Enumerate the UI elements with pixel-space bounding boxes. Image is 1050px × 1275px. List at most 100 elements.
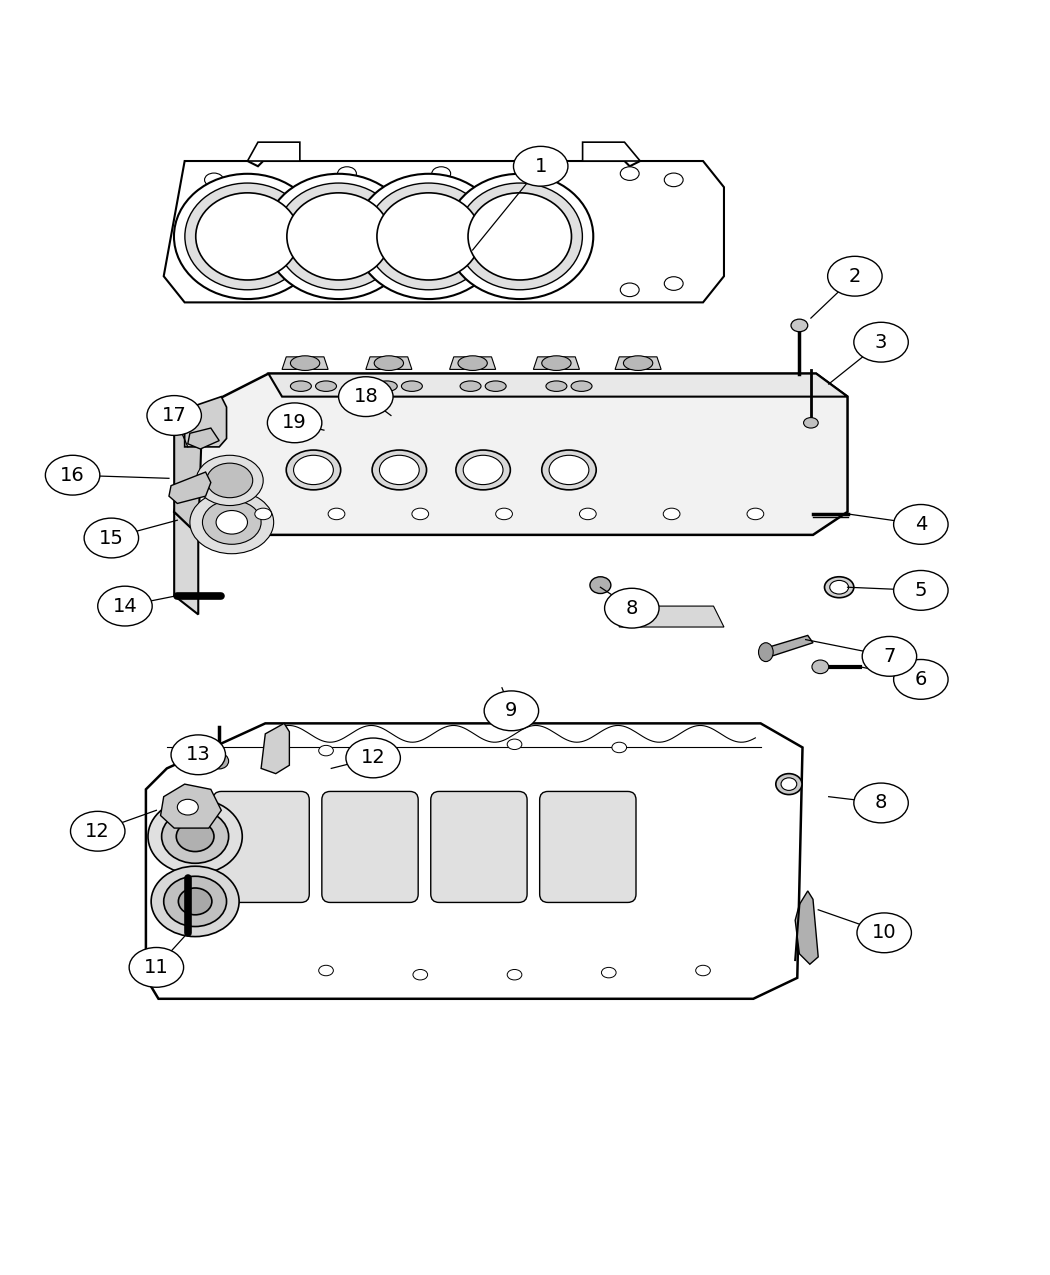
Ellipse shape [177,799,198,815]
Ellipse shape [456,450,510,490]
Ellipse shape [485,381,506,391]
Ellipse shape [602,968,616,978]
Text: 3: 3 [875,333,887,352]
Ellipse shape [507,969,522,980]
Ellipse shape [605,588,659,629]
Ellipse shape [894,505,948,544]
Ellipse shape [571,381,592,391]
Ellipse shape [546,381,567,391]
Ellipse shape [276,184,401,289]
Ellipse shape [205,173,224,186]
Ellipse shape [507,740,522,750]
Ellipse shape [345,738,400,778]
Polygon shape [765,635,813,657]
Text: 19: 19 [282,413,307,432]
Ellipse shape [70,811,125,852]
Ellipse shape [781,778,797,790]
Polygon shape [795,891,818,964]
Ellipse shape [854,323,908,362]
Ellipse shape [366,184,491,289]
Text: 17: 17 [162,405,187,425]
Ellipse shape [812,660,828,673]
Ellipse shape [580,509,596,520]
Ellipse shape [162,810,229,863]
Ellipse shape [328,509,344,520]
Ellipse shape [894,659,948,699]
Ellipse shape [542,450,596,490]
Ellipse shape [894,570,948,611]
Text: 12: 12 [85,821,110,840]
Polygon shape [169,472,211,504]
Ellipse shape [164,876,227,927]
Ellipse shape [412,509,428,520]
Polygon shape [282,357,328,370]
Ellipse shape [549,455,589,484]
Ellipse shape [665,173,684,186]
Text: 10: 10 [872,923,897,942]
Text: 14: 14 [112,597,138,616]
Ellipse shape [372,450,426,490]
Ellipse shape [171,734,226,775]
Polygon shape [261,723,290,774]
Ellipse shape [203,500,261,544]
Ellipse shape [195,193,299,280]
Ellipse shape [824,576,854,598]
Ellipse shape [432,283,450,297]
Ellipse shape [776,774,802,794]
Ellipse shape [319,746,333,756]
Polygon shape [185,397,227,448]
Ellipse shape [338,376,393,417]
Ellipse shape [196,455,264,506]
Polygon shape [164,161,723,302]
Text: 9: 9 [505,701,518,720]
Ellipse shape [174,173,321,300]
Ellipse shape [255,509,272,520]
Text: 8: 8 [626,599,638,617]
Polygon shape [248,143,300,161]
Ellipse shape [147,395,202,435]
Ellipse shape [294,455,333,484]
Ellipse shape [857,913,911,952]
Text: 15: 15 [99,529,124,547]
Polygon shape [161,784,222,827]
Ellipse shape [460,381,481,391]
Ellipse shape [862,636,917,676]
Ellipse shape [468,193,571,280]
Ellipse shape [542,356,571,371]
Ellipse shape [526,283,545,297]
Text: 5: 5 [915,581,927,599]
Text: 7: 7 [883,646,896,666]
Polygon shape [620,606,723,627]
FancyBboxPatch shape [322,792,418,903]
Polygon shape [583,143,640,161]
Text: 13: 13 [186,746,211,764]
Ellipse shape [98,586,152,626]
Ellipse shape [337,167,356,180]
Ellipse shape [316,381,336,391]
Ellipse shape [185,184,310,289]
Ellipse shape [210,754,229,769]
Ellipse shape [432,167,450,180]
Ellipse shape [45,455,100,495]
Ellipse shape [803,418,818,428]
Ellipse shape [84,518,139,558]
Ellipse shape [190,491,274,553]
Ellipse shape [207,463,253,497]
Ellipse shape [624,356,653,371]
Text: 16: 16 [60,465,85,484]
Ellipse shape [148,798,243,875]
Ellipse shape [291,356,320,371]
Ellipse shape [496,509,512,520]
Ellipse shape [612,742,627,752]
Polygon shape [174,511,198,615]
Polygon shape [615,357,662,370]
Ellipse shape [791,319,807,332]
Ellipse shape [413,969,427,980]
Ellipse shape [287,193,391,280]
Text: 2: 2 [848,266,861,286]
Ellipse shape [401,381,422,391]
Ellipse shape [265,173,412,300]
Ellipse shape [374,356,403,371]
Ellipse shape [696,965,711,975]
Text: 8: 8 [875,793,887,812]
